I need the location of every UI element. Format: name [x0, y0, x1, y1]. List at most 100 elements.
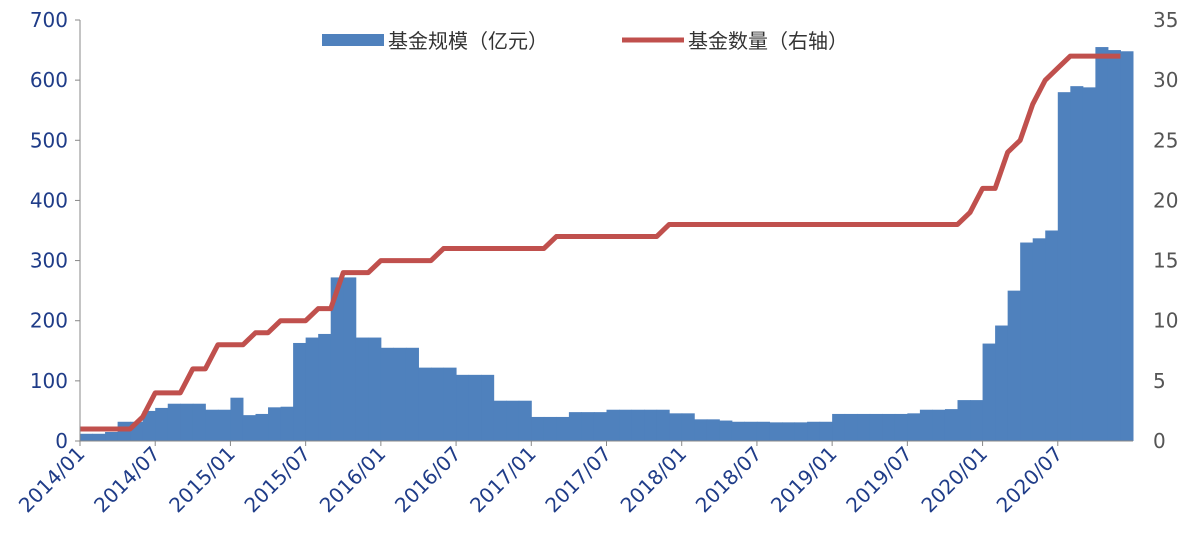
bar — [731, 421, 745, 441]
bar — [318, 333, 332, 441]
y2-tick-label: 35 — [1153, 8, 1178, 32]
x-tick-label: 2019/01 — [766, 442, 842, 518]
bar — [531, 416, 545, 441]
bar — [782, 422, 796, 441]
bar — [681, 413, 695, 441]
bar — [155, 407, 169, 441]
bar — [493, 400, 507, 441]
bar — [380, 347, 394, 441]
bar — [970, 400, 984, 441]
bar — [268, 407, 282, 441]
y-tick-label: 500 — [30, 128, 68, 152]
bar — [882, 413, 896, 441]
x-tick-label: 2014/07 — [89, 442, 165, 518]
bar — [92, 433, 106, 441]
bar — [105, 431, 119, 441]
bar — [280, 406, 294, 441]
bar — [1007, 290, 1021, 441]
bar — [1045, 230, 1059, 441]
x-tick-label: 2020/07 — [992, 442, 1068, 518]
bar — [1095, 47, 1109, 442]
bar — [305, 337, 319, 441]
bar — [255, 413, 269, 441]
bar — [794, 422, 808, 441]
bar — [995, 325, 1009, 441]
bar — [543, 416, 557, 441]
x-tick-label: 2017/07 — [540, 442, 616, 518]
bar — [1070, 86, 1084, 442]
x-tick-label: 2017/01 — [465, 442, 541, 518]
bar — [217, 409, 231, 441]
bar — [142, 410, 156, 441]
bar — [192, 403, 206, 441]
bar — [819, 421, 833, 441]
bar — [355, 337, 369, 441]
bar — [581, 412, 595, 441]
bar — [919, 409, 933, 441]
bar — [443, 367, 457, 441]
line — [80, 53, 1121, 432]
bar — [1032, 238, 1046, 441]
bar — [869, 413, 883, 441]
x-tick-label: 2016/07 — [390, 442, 466, 518]
bar — [807, 421, 821, 441]
bar — [556, 416, 570, 441]
bar — [518, 400, 532, 441]
bar — [907, 413, 921, 441]
y-tick-label: 200 — [30, 309, 68, 333]
bar — [832, 413, 846, 441]
y2-tick-label: 30 — [1153, 68, 1178, 92]
y-tick-label: 0 — [55, 429, 68, 453]
y2-tick-label: 25 — [1153, 128, 1178, 152]
bar — [656, 409, 670, 441]
bar — [744, 421, 758, 441]
y2-tick-label: 5 — [1153, 369, 1166, 393]
bar — [957, 400, 971, 441]
bar — [694, 419, 708, 441]
bar — [368, 337, 382, 441]
y2-tick-label: 20 — [1153, 188, 1178, 212]
bar — [180, 403, 194, 441]
bar — [330, 277, 344, 441]
bar — [431, 367, 445, 441]
x-tick-label: 2016/01 — [315, 442, 391, 518]
bar — [80, 433, 94, 441]
bar — [593, 412, 607, 441]
bar — [1057, 92, 1071, 442]
y-tick-label: 100 — [30, 369, 68, 393]
bar — [706, 419, 720, 441]
bar — [894, 413, 908, 441]
y2-tick-label: 15 — [1153, 249, 1178, 273]
bar — [293, 342, 307, 441]
bar — [1082, 87, 1096, 442]
y-tick-label: 600 — [30, 68, 68, 92]
x-tick-label: 2020/01 — [916, 442, 992, 518]
bar — [393, 347, 407, 441]
y-tick-label: 400 — [30, 188, 68, 212]
bar — [844, 413, 858, 441]
bar — [769, 422, 783, 441]
bar — [857, 413, 871, 441]
bar — [205, 409, 219, 441]
x-tick-label: 2014/01 — [14, 442, 90, 518]
bar — [932, 409, 946, 441]
bar — [343, 277, 357, 441]
y-tick-label: 300 — [30, 249, 68, 273]
bar — [1120, 51, 1134, 441]
bar — [631, 409, 645, 441]
legend-label: 基金数量（右轴） — [688, 29, 848, 53]
x-tick-label: 2015/01 — [164, 442, 240, 518]
bar — [481, 374, 495, 441]
y-tick-label: 700 — [30, 8, 68, 32]
x-tick-label: 2015/07 — [239, 442, 315, 518]
bar — [944, 409, 958, 441]
bar — [644, 409, 658, 441]
x-tick-label: 2018/01 — [616, 442, 692, 518]
bar — [756, 421, 770, 441]
bar — [506, 400, 520, 441]
bar — [167, 403, 181, 441]
y2-tick-label: 10 — [1153, 309, 1178, 333]
x-tick-label: 2019/07 — [841, 442, 917, 518]
bar — [1020, 242, 1034, 441]
